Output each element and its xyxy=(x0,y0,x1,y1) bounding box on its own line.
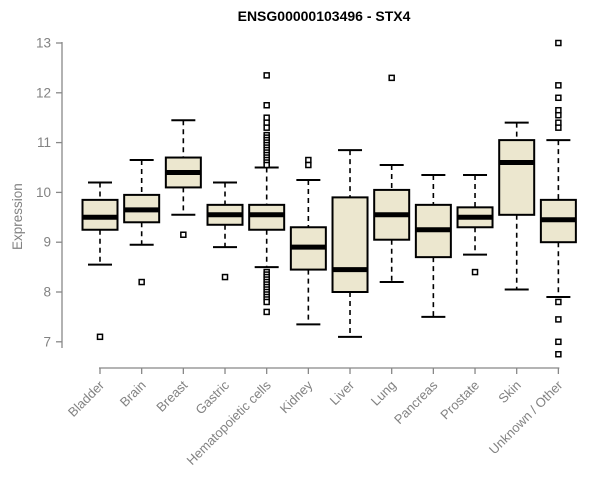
outlier-point xyxy=(555,338,562,346)
outlier-point xyxy=(555,298,562,306)
box-group-skin xyxy=(498,121,536,291)
outlier-point xyxy=(263,298,270,306)
x-category-label: Lung xyxy=(368,378,399,409)
outlier-point xyxy=(263,308,270,316)
outlier-point xyxy=(263,102,270,109)
outlier-point xyxy=(263,124,270,131)
box-group-liver xyxy=(331,149,369,338)
outlier-point xyxy=(263,161,270,169)
box-group-pancreas xyxy=(414,173,452,318)
box-group-kidney xyxy=(289,156,327,326)
box-rect xyxy=(331,196,369,294)
y-tick-label: 10 xyxy=(36,185,51,200)
y-tick-label: 11 xyxy=(37,135,51,150)
box-group-hematopoietic-cells xyxy=(248,72,286,316)
outlier-point xyxy=(221,273,229,281)
outlier-point xyxy=(138,278,145,286)
box-group-gastric xyxy=(206,181,244,281)
x-category-label: Prostate xyxy=(437,378,482,423)
outlier-point xyxy=(305,161,312,169)
outlier-point xyxy=(555,39,562,47)
outlier-point xyxy=(96,333,104,341)
outlier-point xyxy=(555,351,562,358)
y-tick-label: 8 xyxy=(43,285,51,300)
x-category-label: Bladder xyxy=(65,377,108,420)
outlier-point xyxy=(555,82,562,89)
box-group-prostate xyxy=(456,173,494,276)
chart-title: ENSG00000103496 - STX4 xyxy=(237,8,411,24)
box-group-breast xyxy=(164,119,202,238)
y-tick-label: 9 xyxy=(43,235,51,250)
outlier-point xyxy=(555,94,562,102)
x-category-label: Liver xyxy=(327,377,358,408)
box-group-lung xyxy=(373,74,411,284)
outlier-point xyxy=(555,124,562,131)
outlier-point xyxy=(555,111,562,119)
outlier-point xyxy=(263,72,270,79)
box-rect xyxy=(498,139,536,216)
x-category-label: Unknown / Other xyxy=(486,377,566,457)
outlier-point xyxy=(388,74,395,82)
outlier-point xyxy=(471,268,479,276)
box-group-brain xyxy=(123,159,161,286)
x-category-label: Skin xyxy=(495,378,523,406)
box-group-unknown-other xyxy=(539,39,577,358)
outlier-point xyxy=(180,231,187,238)
y-tick-label: 7 xyxy=(43,334,51,349)
y-tick-label: 13 xyxy=(36,36,51,51)
x-category-label: Gastric xyxy=(192,377,232,417)
x-category-label: Kidney xyxy=(277,377,316,416)
x-category-label: Breast xyxy=(153,377,190,414)
y-tick-label: 12 xyxy=(36,85,51,100)
x-category-label: Pancreas xyxy=(391,377,441,427)
box-group-bladder xyxy=(81,181,119,341)
outlier-point xyxy=(555,316,562,323)
x-category-label: Brain xyxy=(117,378,149,410)
